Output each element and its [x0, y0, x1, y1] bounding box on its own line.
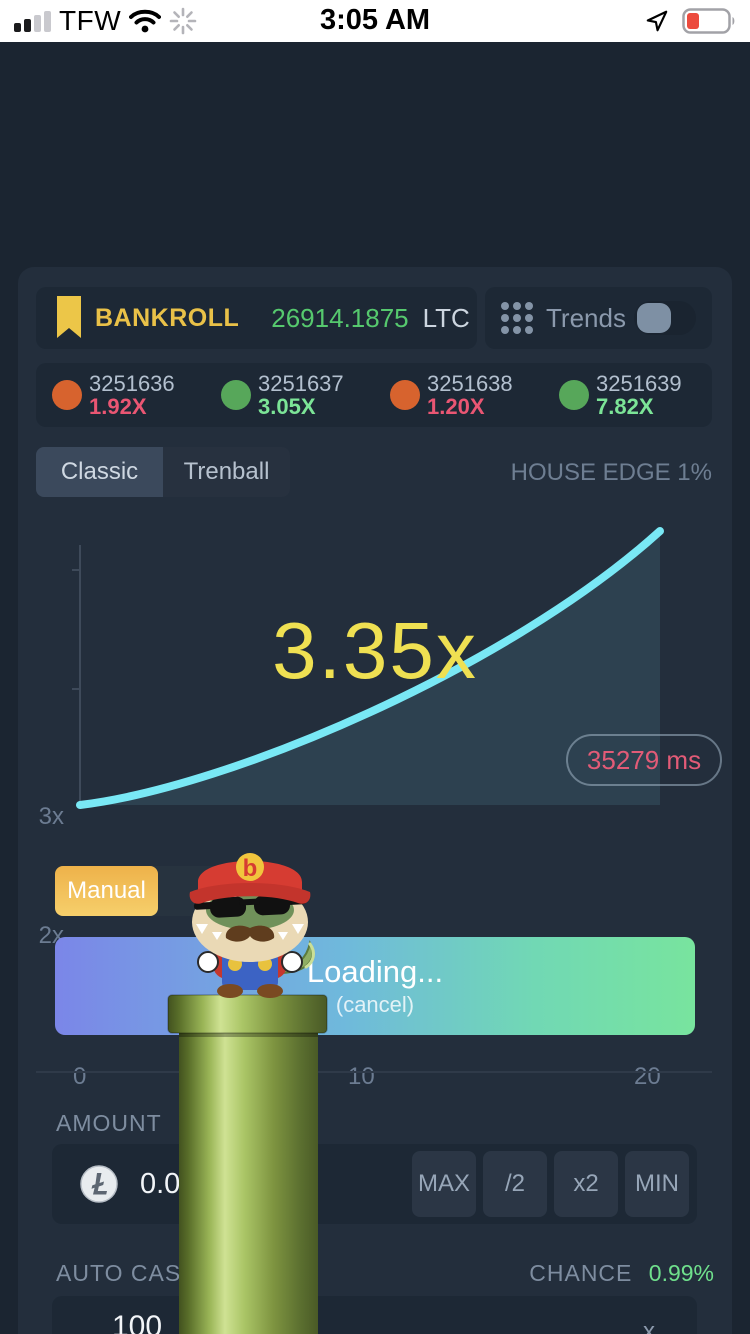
cell-signal-icon	[14, 10, 51, 32]
crash-chart: 3x 2x 0 10 20	[18, 515, 732, 1090]
battery-icon	[682, 8, 735, 34]
auto-cashout-suffix: x	[643, 1318, 655, 1334]
carrier-label: TFW	[59, 5, 122, 36]
chance-label: CHANCE	[529, 1260, 633, 1286]
elapsed-time-value: 35279 ms	[586, 744, 702, 775]
amount-input-card[interactable]: 0.00 MAX /2 x2 MIN	[52, 1144, 697, 1224]
recent-game[interactable]: 3251636 1.92X	[36, 372, 205, 418]
game-multiplier: 1.20X	[427, 394, 485, 419]
pipe-graphic	[167, 994, 328, 1334]
auto-cashout-input-card[interactable]: 100 x	[52, 1296, 697, 1334]
bankroll-card: BANKROLL 26914.1875 LTC	[36, 287, 477, 349]
result-dot	[52, 380, 82, 410]
cancel-label[interactable]: (cancel)	[335, 992, 415, 1017]
game-id: 3251638	[427, 370, 513, 396]
mascot-on-pipe: b	[167, 853, 328, 1334]
double-button[interactable]: x2	[554, 1151, 618, 1217]
game-panel: BANKROLL 26914.1875 LTC Trends 3251636 1…	[18, 267, 732, 1334]
section-divider	[36, 1071, 712, 1073]
game-id: 3251637	[258, 370, 344, 396]
location-arrow-icon	[646, 10, 668, 32]
svg-text:b: b	[243, 855, 258, 882]
mascot-character: b	[189, 853, 315, 998]
trends-toggle[interactable]	[634, 301, 696, 335]
current-multiplier: 3.35x	[272, 606, 478, 695]
loading-label: Loading...	[306, 954, 444, 989]
trends-label: Trends	[546, 302, 626, 333]
recent-games-row: 3251636 1.92X 3251637 3.05X 3251638 1.20…	[36, 363, 712, 427]
trends-grid-icon	[501, 302, 533, 334]
status-time: 3:05 AM	[319, 4, 431, 36]
game-multiplier: 3.05X	[258, 394, 316, 419]
recent-game[interactable]: 3251638 1.20X	[374, 372, 543, 418]
game-multiplier: 1.92X	[89, 394, 147, 419]
result-dot	[221, 380, 251, 410]
game-id: 3251639	[596, 370, 682, 396]
chance-value: 0.99%	[648, 1260, 714, 1286]
bet-loading-button[interactable]: Loading... (cancel)	[55, 937, 695, 1035]
x-tick-0: 0	[73, 1063, 87, 1090]
bankroll-currency: LTC	[422, 302, 470, 333]
litecoin-icon	[80, 1165, 118, 1203]
recent-game[interactable]: 3251639 7.82X	[543, 372, 712, 418]
max-button[interactable]: MAX	[412, 1151, 476, 1217]
x-tick-10: 10	[348, 1063, 375, 1090]
house-edge-label: HOUSE EDGE 1%	[510, 459, 712, 486]
elapsed-time-badge: 35279 ms	[566, 734, 722, 786]
tab-classic[interactable]: Classic	[36, 447, 163, 497]
game-id: 3251636	[89, 370, 175, 396]
crash-curve-svg	[72, 527, 664, 809]
recent-game[interactable]: 3251637 3.05X	[205, 372, 374, 418]
x-tick-20: 20	[634, 1063, 661, 1090]
mode-tabs: Classic Trenball	[36, 447, 290, 497]
tab-trenball[interactable]: Trenball	[163, 447, 290, 497]
amount-label: AMOUNT	[56, 1110, 162, 1136]
chance-row: CHANCE 0.99%	[529, 1260, 714, 1287]
bankroll-label: BANKROLL	[95, 303, 240, 332]
result-dot	[559, 380, 589, 410]
bookmark-icon	[57, 296, 81, 338]
toggle-knob	[637, 303, 671, 333]
tab-manual[interactable]: Manual	[55, 866, 158, 916]
min-button[interactable]: MIN	[625, 1151, 689, 1217]
result-dot	[390, 380, 420, 410]
bankroll-balance: 26914.1875	[271, 302, 409, 333]
game-multiplier: 7.82X	[596, 394, 654, 419]
auto-cashout-value[interactable]: 100	[112, 1310, 163, 1334]
activity-spinner-icon	[169, 7, 197, 35]
wifi-icon	[129, 9, 162, 33]
y-tick-3x: 3x	[38, 803, 64, 830]
trends-card: Trends	[485, 287, 712, 349]
half-button[interactable]: /2	[483, 1151, 547, 1217]
status-bar: TFW 3:05 AM	[0, 0, 750, 42]
